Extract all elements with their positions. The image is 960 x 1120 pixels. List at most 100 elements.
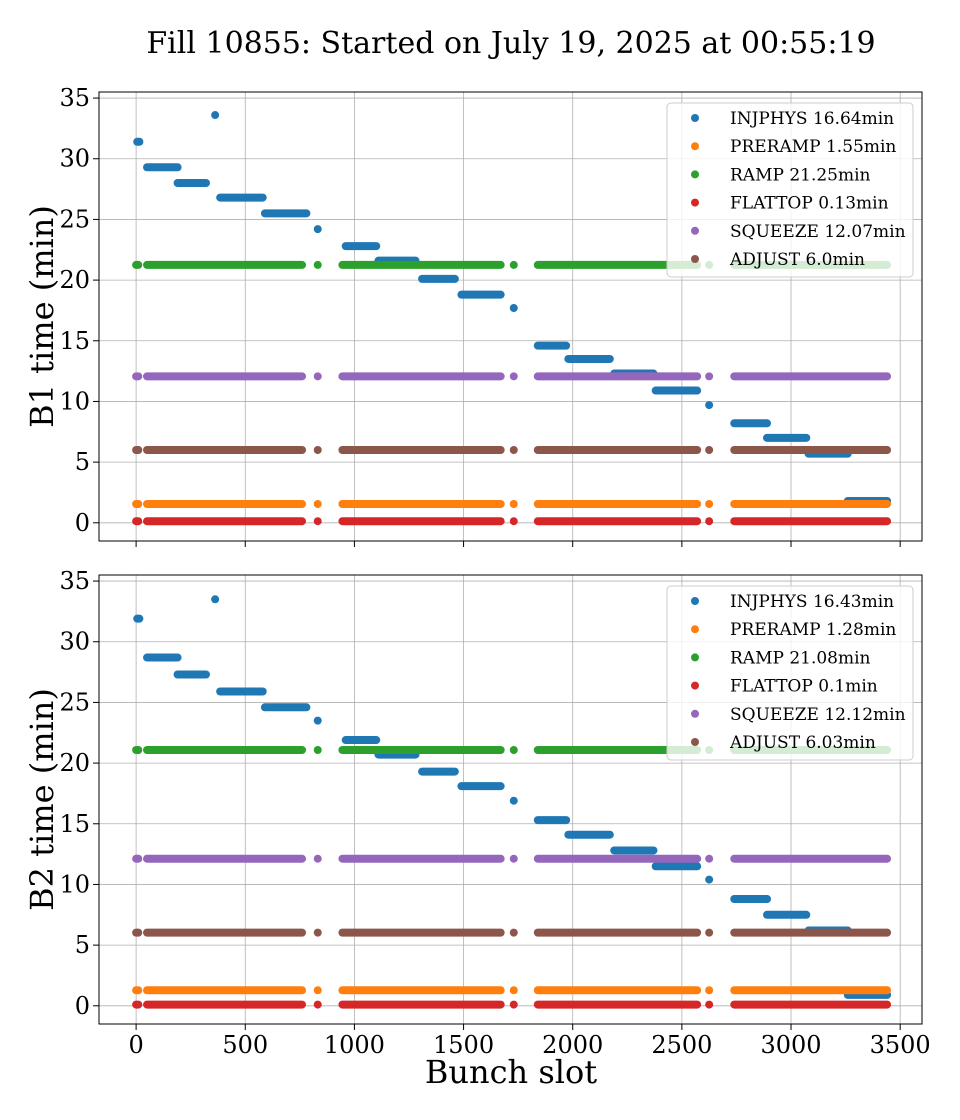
legend-entry: PRERAMP 1.28min — [730, 620, 896, 640]
data-point — [313, 499, 322, 508]
data-point — [509, 928, 518, 937]
data-point — [705, 1000, 714, 1009]
legend-marker — [691, 681, 699, 690]
b1-panel: 0 5 10 15 20 25 30 35 B1 time (min) INJPHYS 16.64… — [23, 84, 923, 547]
data-point — [705, 517, 714, 526]
legend-marker — [691, 738, 699, 746]
data-point — [705, 928, 714, 937]
y-axis-label: B2 time (min) — [23, 688, 61, 911]
data-point — [313, 260, 322, 269]
y-tick-label: 0 — [75, 509, 90, 537]
x-tick-label: 2000 — [542, 1031, 603, 1059]
y-tick-label: 0 — [75, 992, 90, 1020]
data-point — [211, 111, 220, 120]
data-point — [509, 1000, 518, 1009]
data-point — [509, 517, 518, 526]
legend-box — [666, 585, 914, 761]
x-axis-label: Bunch slot — [425, 1053, 597, 1091]
x-tick-label: 2500 — [651, 1031, 712, 1059]
data-point — [705, 372, 714, 381]
legend-box — [666, 102, 914, 278]
legend-marker — [691, 226, 699, 235]
data-point — [705, 445, 714, 454]
series-flattop — [132, 517, 892, 526]
legend-entry: ADJUST 6.03min — [729, 733, 876, 753]
legend: INJPHYS 16.64min PRERAMP 1.55min RAMP 21.2… — [666, 102, 914, 278]
data-point — [313, 745, 322, 754]
data-point — [313, 854, 322, 863]
data-point — [705, 499, 714, 508]
y-tick-label: 15 — [59, 810, 90, 838]
data-point — [509, 372, 518, 381]
x-tick-label: 3500 — [870, 1031, 931, 1059]
data-point — [509, 304, 518, 313]
series-adjust — [132, 445, 892, 454]
series-squeeze — [132, 854, 892, 863]
data-point — [509, 260, 518, 269]
y-tick-label: 35 — [59, 84, 90, 112]
legend: INJPHYS 16.43min PRERAMP 1.28min RAMP 21.0… — [666, 585, 914, 761]
y-tick-label: 30 — [59, 628, 90, 656]
legend-marker — [691, 255, 699, 263]
data-point — [509, 499, 518, 508]
y-tick-label: 10 — [59, 870, 90, 898]
data-point — [313, 225, 322, 234]
data-point — [509, 986, 518, 995]
data-point — [313, 716, 322, 725]
x-tick-label: 500 — [222, 1031, 268, 1059]
x-tick-label: 0 — [128, 1031, 143, 1059]
legend-marker — [691, 198, 699, 207]
series-preramp — [132, 499, 892, 508]
legend-marker — [691, 597, 699, 605]
legend-marker — [691, 114, 699, 122]
legend-marker — [691, 142, 699, 151]
chart-title: Fill 10855: Started on July 19, 2025 at … — [146, 26, 875, 61]
data-point — [313, 517, 322, 526]
series-preramp — [132, 986, 892, 995]
y-tick-label: 35 — [59, 567, 90, 595]
data-point — [313, 986, 322, 995]
legend-entry: ADJUST 6.0min — [729, 250, 865, 270]
data-point — [509, 796, 518, 805]
axes-frame — [98, 91, 923, 542]
series-injphys — [133, 595, 892, 999]
y-tick-label: 5 — [75, 448, 90, 476]
legend-entry: FLATTOP 0.1min — [730, 677, 878, 697]
data-point — [705, 986, 714, 995]
y-tick-label: 25 — [59, 688, 90, 716]
data-point — [509, 854, 518, 863]
legend-entry: INJPHYS 16.64min — [730, 109, 894, 129]
legend-entry: RAMP 21.25min — [730, 165, 871, 185]
data-point — [313, 1000, 322, 1009]
data-point — [313, 372, 322, 381]
series-adjust — [132, 928, 892, 937]
legend-entry: SQUEEZE 12.12min — [730, 705, 906, 725]
y-tick-label: 30 — [59, 145, 90, 173]
y-axis-label: B1 time (min) — [23, 205, 61, 428]
x-tick-label: 3000 — [760, 1031, 821, 1059]
legend-marker — [691, 625, 699, 634]
legend-entry: PRERAMP 1.55min — [730, 137, 896, 157]
series-injphys — [133, 111, 892, 505]
legend-marker — [691, 653, 699, 662]
legend-entry: FLATTOP 0.13min — [730, 194, 889, 214]
data-point — [509, 745, 518, 754]
y-tick-label: 10 — [59, 387, 90, 415]
data-point — [509, 445, 518, 454]
data-point — [313, 928, 322, 937]
legend-marker — [691, 709, 699, 718]
data-point — [313, 445, 322, 454]
legend-marker — [691, 170, 699, 179]
y-tick-label: 15 — [59, 327, 90, 355]
data-point — [705, 854, 714, 863]
b2-panel: 0 5 10 15 20 25 30 35 0 500 1000 1500 2000 2500 3000 35… — [23, 567, 931, 1059]
y-tick-label: 5 — [75, 931, 90, 959]
series-flattop — [132, 1000, 892, 1009]
y-tick-label: 20 — [59, 266, 90, 294]
axes-frame — [98, 574, 923, 1025]
series-squeeze — [132, 372, 892, 381]
data-point — [705, 401, 714, 410]
x-tick-label: 1000 — [324, 1031, 385, 1059]
y-tick-label: 25 — [59, 205, 90, 233]
